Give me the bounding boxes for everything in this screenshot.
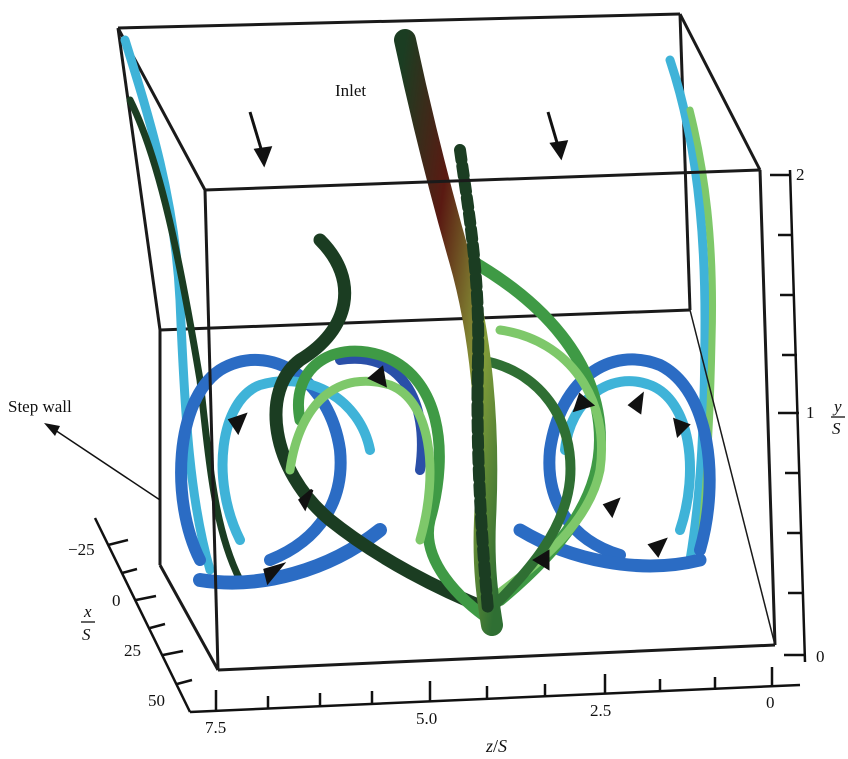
step-wall-label: Step wall [8, 397, 72, 416]
back-frame [116, 12, 762, 565]
x-axis-line [93, 517, 192, 713]
vortex-left-blue-2 [217, 376, 375, 545]
svg-text:S: S [82, 625, 91, 644]
z-axis-label: z/S [485, 736, 507, 756]
streamline-right-outer [665, 55, 710, 565]
x-axis-label: x S [81, 602, 95, 644]
x-tick-0: 0 [112, 591, 121, 610]
x-tick-neg25: −25 [68, 540, 95, 559]
y-axis-line [788, 169, 807, 663]
inlet-label: Inlet [335, 81, 366, 100]
svg-text:y: y [832, 397, 842, 416]
z-tick-0: 0 [766, 693, 775, 712]
streamline-left-outer [120, 35, 215, 575]
axes-ticks [107, 173, 805, 711]
y-tick-1: 1 [806, 403, 815, 422]
step-wall-pointer [44, 423, 161, 501]
svg-text:S: S [832, 419, 841, 438]
y-tick-2: 2 [796, 165, 805, 184]
z-tick-2-5: 2.5 [590, 701, 611, 720]
z-tick-7-5: 7.5 [205, 718, 226, 737]
vortex-left-green-2 [293, 345, 496, 626]
streamline-central-dark [454, 144, 494, 616]
z-tick-5-0: 5.0 [416, 709, 437, 728]
svg-text:x: x [83, 602, 92, 621]
vortex-left-green-1 [269, 233, 497, 617]
y-tick-0: 0 [816, 647, 825, 666]
z-axis-line [189, 683, 801, 714]
front-frame [158, 168, 777, 672]
vortex-left-blue-4 [335, 353, 427, 475]
x-tick-25: 25 [124, 641, 141, 660]
vortex-right-blue-3 [513, 523, 707, 573]
x-tick-50: 50 [148, 691, 165, 710]
y-axis-label: y S [831, 397, 845, 438]
vortex-right-green-3 [475, 355, 576, 615]
axes-lines [93, 169, 807, 714]
streamline-left-outer-2 [126, 96, 244, 584]
flow-arrows [227, 111, 691, 586]
vortex-left-green-3 [285, 376, 435, 545]
